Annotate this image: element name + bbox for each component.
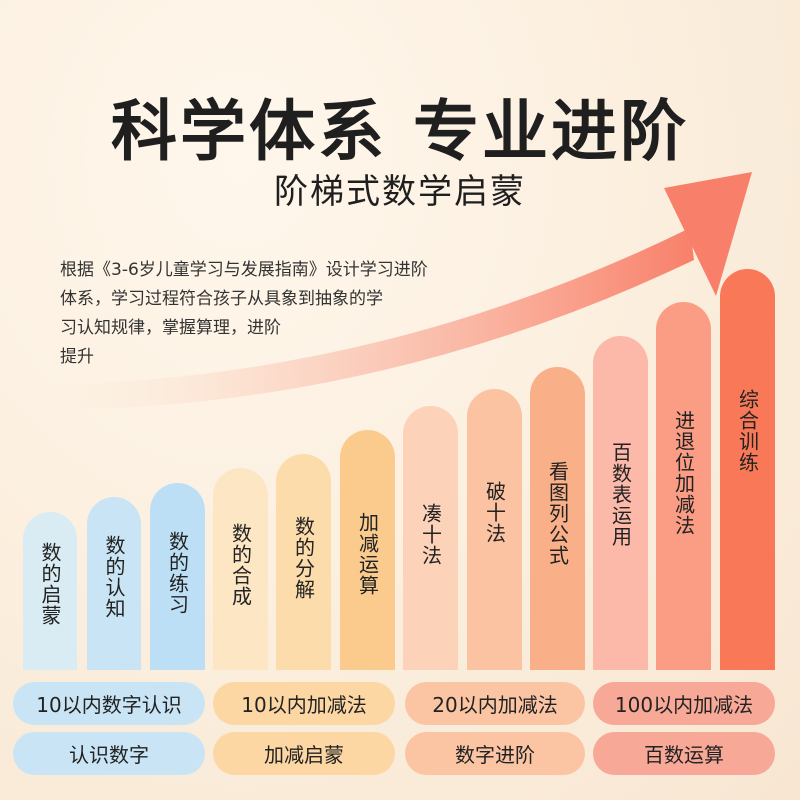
step-label: 数的认知 xyxy=(102,535,126,619)
step-label: 看图列公式 xyxy=(545,461,570,566)
step-pill-8: 破十法 xyxy=(467,389,522,670)
step-label: 加减运算 xyxy=(355,512,380,596)
description-line: 体系，学习过程符合孩子从具象到抽象的学 xyxy=(60,289,383,309)
step-pill-9: 看图列公式 xyxy=(530,367,585,670)
step-label: 综合训练 xyxy=(735,389,760,473)
step-label: 凑十法 xyxy=(418,503,443,566)
step-label: 进退位加减法 xyxy=(671,410,696,536)
step-label: 百数表运用 xyxy=(608,442,633,547)
step-label: 数的启蒙 xyxy=(38,542,62,626)
page-subtitle: 阶梯式数学启蒙 xyxy=(274,172,526,212)
level-band-2: 10以内加减法 xyxy=(213,682,395,725)
step-pill-3: 数的练习 xyxy=(150,483,205,670)
description-line: 提升 xyxy=(60,347,94,367)
step-label: 破十法 xyxy=(482,481,507,544)
step-pill-2: 数的认知 xyxy=(87,497,141,670)
step-pill-10: 百数表运用 xyxy=(593,336,648,670)
level-band-3: 20以内加减法 xyxy=(405,682,585,725)
stage-band-1: 认识数字 xyxy=(13,732,205,775)
step-pill-5: 数的分解 xyxy=(276,454,331,670)
step-label: 数的练习 xyxy=(165,531,190,615)
level-band-4: 100以内加减法 xyxy=(593,682,775,725)
step-label: 数的分解 xyxy=(291,516,316,600)
description-line: 习认知规律，掌握算理，进阶 xyxy=(60,318,281,338)
level-band-1: 10以内数字认识 xyxy=(13,682,205,725)
stage-band-3: 数字进阶 xyxy=(405,732,585,775)
step-pill-1: 数的启蒙 xyxy=(23,512,77,670)
step-pill-7: 凑十法 xyxy=(403,406,458,670)
step-pill-4: 数的合成 xyxy=(213,468,268,670)
page-title: 科学体系 专业进阶 xyxy=(111,93,689,170)
step-pill-6: 加减运算 xyxy=(340,430,395,670)
description-line: 根据《3-6岁儿童学习与发展指南》设计学习进阶 xyxy=(60,260,428,280)
step-pill-11: 进退位加减法 xyxy=(656,302,711,670)
stage-band-4: 百数运算 xyxy=(593,732,775,775)
step-label: 数的合成 xyxy=(228,523,253,607)
stage-band-2: 加减启蒙 xyxy=(213,732,395,775)
description: 根据《3-6岁儿童学习与发展指南》设计学习进阶 体系，学习过程符合孩子从具象到抽… xyxy=(60,256,500,372)
step-pill-12: 综合训练 xyxy=(720,269,775,670)
